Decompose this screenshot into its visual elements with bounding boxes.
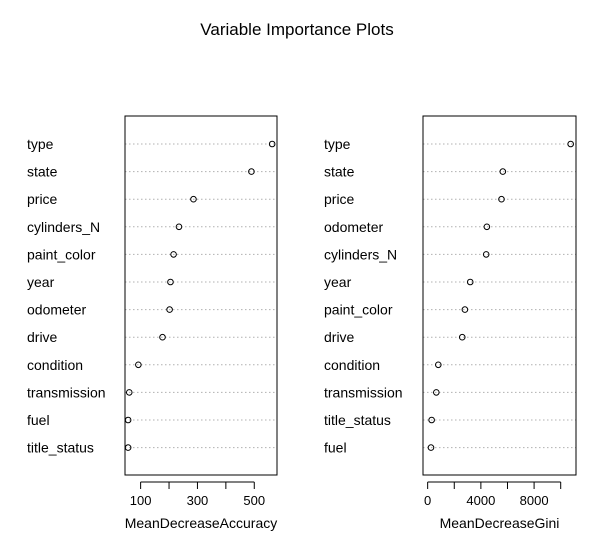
category-label-gini-title_status: title_status bbox=[324, 412, 391, 428]
x-tick-label-accuracy-300: 300 bbox=[187, 493, 209, 508]
category-label-accuracy-odometer: odometer bbox=[27, 302, 86, 318]
category-label-accuracy-year: year bbox=[27, 274, 55, 290]
category-label-accuracy-transmission: transmission bbox=[27, 384, 106, 400]
x-tick-label-gini-0: 0 bbox=[424, 493, 431, 508]
point-accuracy-condition bbox=[135, 361, 142, 369]
point-accuracy-type bbox=[268, 140, 276, 148]
category-label-gini-drive: drive bbox=[324, 329, 355, 345]
category-label-accuracy-title_status: title_status bbox=[27, 440, 94, 456]
point-gini-drive bbox=[458, 333, 466, 341]
category-label-gini-price: price bbox=[324, 191, 355, 207]
plot-frame-gini bbox=[422, 115, 577, 476]
category-label-accuracy-fuel: fuel bbox=[27, 412, 50, 428]
point-accuracy-transmission bbox=[125, 389, 133, 396]
x-tick-label-accuracy-500: 500 bbox=[243, 493, 265, 508]
category-label-gini-fuel: fuel bbox=[324, 440, 347, 456]
x-tick-label-gini-8000: 8000 bbox=[520, 493, 549, 508]
point-gini-cylinders_N bbox=[482, 251, 490, 258]
point-gini-price bbox=[498, 195, 505, 203]
category-label-accuracy-condition: condition bbox=[27, 357, 83, 373]
point-gini-odometer bbox=[483, 223, 491, 231]
point-accuracy-odometer bbox=[166, 306, 173, 313]
point-gini-condition bbox=[435, 361, 442, 369]
point-gini-paint_color bbox=[461, 306, 469, 313]
category-label-accuracy-price: price bbox=[27, 191, 58, 207]
plot-frame-accuracy bbox=[124, 115, 278, 476]
category-label-gini-condition: condition bbox=[324, 357, 380, 373]
point-gini-state bbox=[499, 168, 507, 175]
point-accuracy-year bbox=[167, 278, 174, 286]
category-label-accuracy-paint_color: paint_color bbox=[27, 246, 96, 262]
x-axis-label-accuracy: MeanDecreaseAccuracy bbox=[125, 515, 278, 531]
point-gini-type bbox=[567, 140, 574, 148]
point-accuracy-price bbox=[190, 195, 197, 203]
point-gini-fuel bbox=[427, 444, 435, 451]
category-label-gini-state: state bbox=[324, 164, 355, 180]
category-label-gini-transmission: transmission bbox=[324, 384, 403, 400]
point-accuracy-drive bbox=[159, 333, 166, 341]
panel-mean-decrease-accuracy: type state price cylinders_N paint_coloryear… bbox=[27, 115, 278, 531]
point-gini-year bbox=[466, 278, 474, 286]
point-accuracy-state bbox=[248, 168, 255, 175]
point-gini-transmission bbox=[433, 389, 440, 396]
category-label-gini-year: year bbox=[324, 274, 352, 290]
x-axis-label-gini: MeanDecreaseGini bbox=[440, 515, 560, 531]
category-label-gini-odometer: odometer bbox=[324, 219, 383, 235]
x-tick-label-accuracy-100: 100 bbox=[130, 493, 152, 508]
category-label-accuracy-state: state bbox=[27, 164, 58, 180]
category-label-accuracy-cylinders_N: cylinders_N bbox=[27, 219, 100, 235]
category-label-accuracy-type: type bbox=[27, 136, 54, 152]
point-accuracy-paint_color bbox=[170, 251, 177, 258]
category-label-accuracy-drive: drive bbox=[27, 329, 58, 345]
point-gini-title_status bbox=[428, 416, 435, 424]
category-label-gini-paint_color: paint_color bbox=[324, 302, 393, 318]
figure-title: Variable Importance Plots bbox=[200, 20, 393, 39]
x-tick-label-gini-4000: 4000 bbox=[466, 493, 495, 508]
point-accuracy-cylinders_N bbox=[175, 223, 183, 231]
category-label-gini-type: type bbox=[324, 136, 351, 152]
category-label-gini-cylinders_N: cylinders_N bbox=[324, 246, 397, 262]
